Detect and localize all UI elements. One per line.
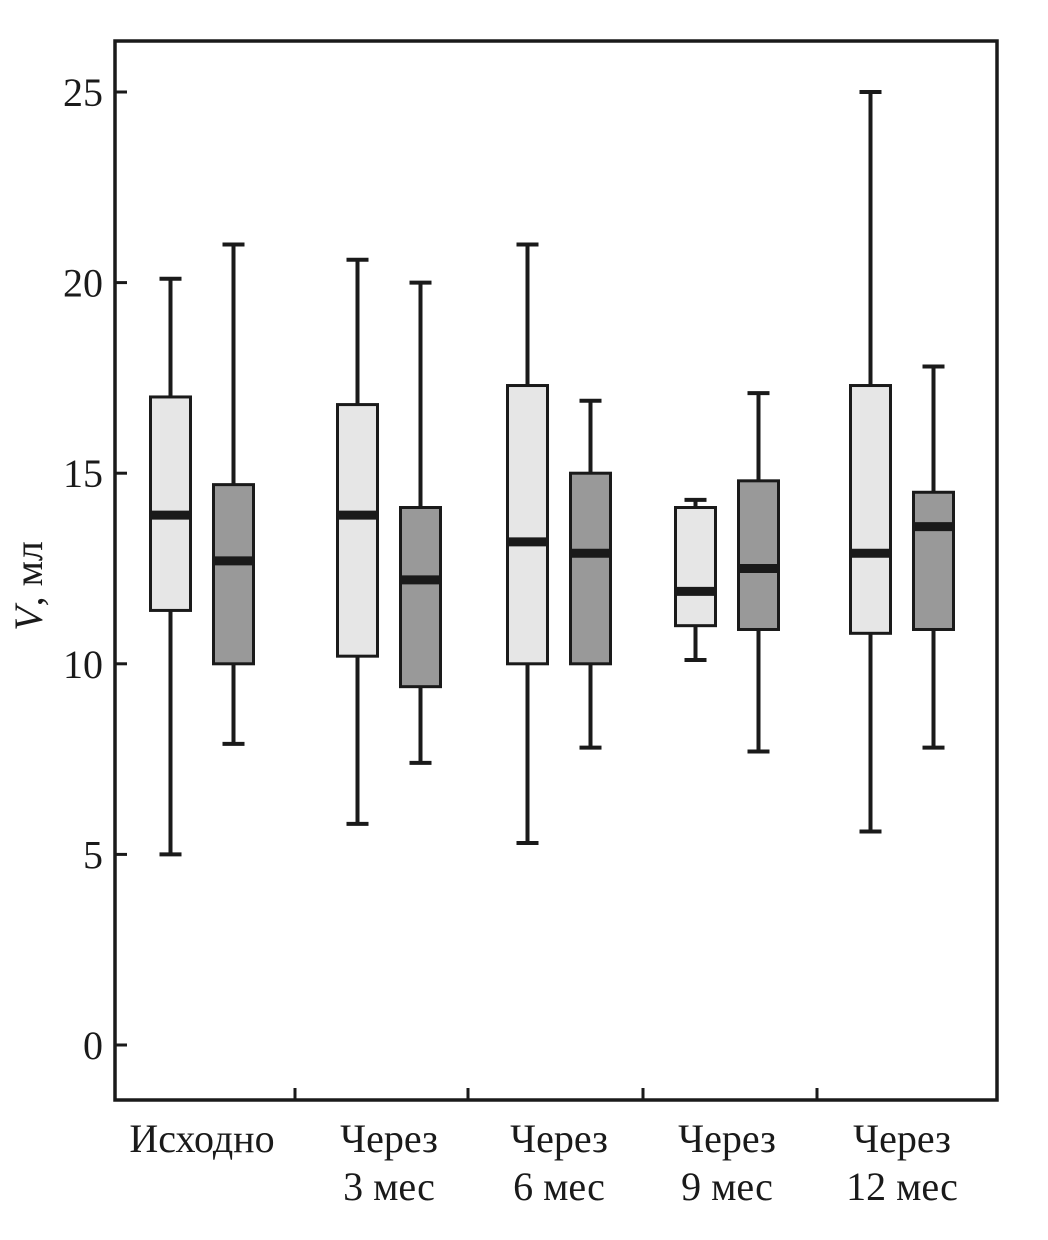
x-category-label: Исходно xyxy=(129,1116,274,1161)
iqr-box xyxy=(674,506,717,628)
box-light-gray-series-3 xyxy=(674,497,717,662)
iqr-box xyxy=(336,403,379,658)
y-tick-label: 10 xyxy=(63,642,103,687)
y-tick-label: 15 xyxy=(63,451,103,496)
iqr-box xyxy=(506,384,549,666)
y-tick-label: 20 xyxy=(63,261,103,306)
iqr-box xyxy=(569,471,612,666)
box-light-gray-series-0 xyxy=(149,276,192,857)
iqr-box xyxy=(212,483,255,666)
iqr-box xyxy=(149,395,192,612)
box-dark-gray-series-2 xyxy=(569,398,612,750)
box-dark-gray-series-3 xyxy=(737,391,780,754)
y-tick-label: 5 xyxy=(83,832,103,877)
iqr-box xyxy=(849,384,892,635)
x-category-label: Через 3 мес xyxy=(340,1116,438,1209)
iqr-box xyxy=(399,506,442,689)
y-axis-title: V, мл xyxy=(6,541,51,631)
box-light-gray-series-2 xyxy=(506,242,549,845)
plot-frame xyxy=(113,39,999,1102)
x-category-label: Через 9 мес xyxy=(678,1116,776,1209)
y-tick-label: 25 xyxy=(63,70,103,115)
iqr-box xyxy=(912,490,955,631)
box-dark-gray-series-4 xyxy=(912,364,955,750)
box-light-gray-series-1 xyxy=(336,257,379,826)
x-category-label: Через 6 мес xyxy=(510,1116,608,1209)
x-category-label: Через 12 мес xyxy=(846,1116,958,1209)
box-dark-gray-series-0 xyxy=(212,242,255,746)
iqr-box xyxy=(737,479,780,631)
box-dark-gray-series-1 xyxy=(399,280,442,765)
y-tick-label: 0 xyxy=(83,1023,103,1068)
box-light-gray-series-4 xyxy=(849,90,892,834)
